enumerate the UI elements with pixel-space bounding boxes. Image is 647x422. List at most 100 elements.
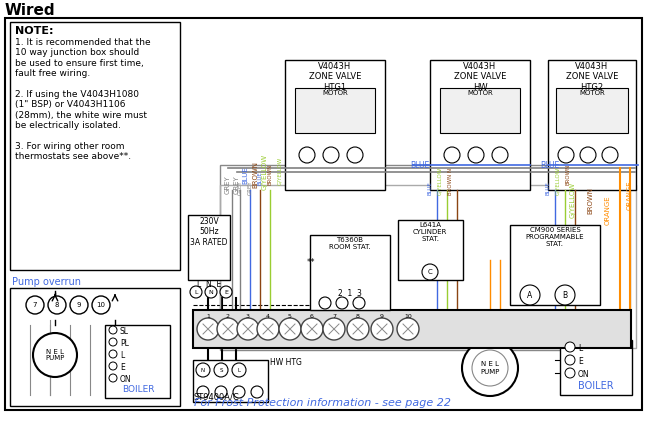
Text: V4043H
ZONE VALVE
HTG1: V4043H ZONE VALVE HTG1 [309,62,361,92]
Text: 7: 7 [332,314,336,319]
Circle shape [92,296,110,314]
Text: T6360B
ROOM STAT.: T6360B ROOM STAT. [329,237,371,250]
Text: BROWN: BROWN [267,164,272,185]
Circle shape [196,363,210,377]
Circle shape [301,318,323,340]
Text: BLUE: BLUE [545,181,551,195]
Text: BLUE: BLUE [410,160,430,170]
Text: BLUE: BLUE [242,166,248,184]
Text: L: L [578,344,582,353]
Text: G/YELLOW: G/YELLOW [437,167,443,195]
Bar [430,60,530,190]
Circle shape [33,333,77,377]
Circle shape [422,264,438,280]
Bar [10,22,180,270]
Circle shape [109,350,117,358]
Text: 230V
50Hz
3A RATED: 230V 50Hz 3A RATED [190,217,228,247]
Text: PL: PL [120,339,129,348]
Text: BLUE: BLUE [540,160,560,170]
Circle shape [205,286,217,298]
Bar [398,220,463,280]
Circle shape [217,318,239,340]
Text: G/YELLOW: G/YELLOW [262,154,268,190]
Text: A: A [527,290,532,300]
Bar [548,60,636,190]
Circle shape [214,363,228,377]
Circle shape [109,374,117,382]
Bar [220,165,630,350]
Circle shape [353,297,365,309]
Text: BROWN N: BROWN N [448,168,452,195]
Circle shape [565,368,575,378]
Bar [193,310,631,348]
Circle shape [602,147,618,163]
Bar [188,215,230,280]
Text: For Frost Protection information - see page 22: For Frost Protection information - see p… [195,398,452,408]
Text: L  N  E: L N E [197,280,221,289]
Text: MOTOR: MOTOR [579,90,605,96]
Text: 10: 10 [404,314,412,319]
Circle shape [299,147,315,163]
Circle shape [190,286,202,298]
Circle shape [347,318,369,340]
Circle shape [336,297,348,309]
Bar [105,325,170,398]
Text: ON: ON [578,370,589,379]
Text: BLUE: BLUE [428,181,432,195]
Text: BLUE: BLUE [258,171,263,185]
Text: BOILER: BOILER [122,385,154,394]
Circle shape [48,296,66,314]
Bar [10,288,180,406]
Text: 5: 5 [288,314,292,319]
Text: N E L
PUMP: N E L PUMP [480,362,499,374]
Circle shape [220,286,232,298]
Bar [220,185,636,348]
Bar [310,235,390,310]
Text: 4: 4 [266,314,270,319]
Text: BROWN: BROWN [565,164,571,185]
Circle shape [492,147,508,163]
Circle shape [233,386,245,398]
Text: 3: 3 [246,314,250,319]
Text: B: B [562,290,567,300]
Circle shape [558,147,574,163]
Circle shape [555,285,575,305]
Text: BROWN: BROWN [252,162,258,189]
Text: C: C [428,269,432,275]
Bar [560,340,632,395]
Text: N: N [208,289,214,295]
Text: ST9400A/C: ST9400A/C [193,393,239,402]
Circle shape [462,340,518,396]
Circle shape [109,338,117,346]
Circle shape [520,285,540,305]
Bar [510,225,600,305]
Circle shape [565,342,575,352]
Text: CM900 SERIES
PROGRAMMABLE
STAT.: CM900 SERIES PROGRAMMABLE STAT. [525,227,584,247]
Text: BROWN: BROWN [587,187,593,214]
Text: 2  1  3: 2 1 3 [338,289,362,298]
Text: MOTOR: MOTOR [322,90,348,96]
Text: GREY: GREY [237,180,243,195]
Circle shape [468,147,484,163]
Circle shape [109,326,117,334]
Text: 9: 9 [77,302,82,308]
Text: BOILER: BOILER [578,381,614,391]
Text: **: ** [307,257,316,267]
Text: E: E [578,357,583,366]
Circle shape [237,318,259,340]
Circle shape [232,363,246,377]
Text: G/YELLOW: G/YELLOW [556,167,560,195]
Circle shape [323,147,339,163]
Text: E: E [120,363,125,372]
Bar [440,88,520,133]
Circle shape [197,318,219,340]
Text: ORANGE: ORANGE [605,195,611,225]
Text: GREY: GREY [225,176,231,195]
Circle shape [371,318,393,340]
Text: 8: 8 [55,302,60,308]
Text: MOTOR: MOTOR [467,90,493,96]
Text: 2: 2 [226,314,230,319]
Circle shape [397,318,419,340]
Circle shape [565,355,575,365]
Text: ON: ON [120,375,131,384]
